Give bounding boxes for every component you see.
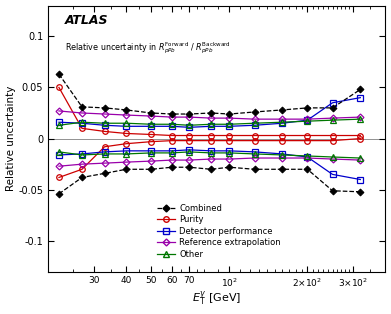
Y-axis label: Relative uncertainty: Relative uncertainty [5, 86, 16, 191]
X-axis label: $E_{\mathrm{T}}^{\gamma}$ [GeV]: $E_{\mathrm{T}}^{\gamma}$ [GeV] [192, 290, 241, 308]
Text: ATLAS: ATLAS [65, 14, 109, 27]
Legend: Combined, Purity, Detector performance, Reference extrapolation, Other: Combined, Purity, Detector performance, … [154, 200, 284, 262]
Text: Relative uncertainty in $R_{pPb}^{\mathrm{Forward}}$ / $R_{pPb}^{\mathrm{Backwar: Relative uncertainty in $R_{pPb}^{\mathr… [65, 40, 231, 56]
